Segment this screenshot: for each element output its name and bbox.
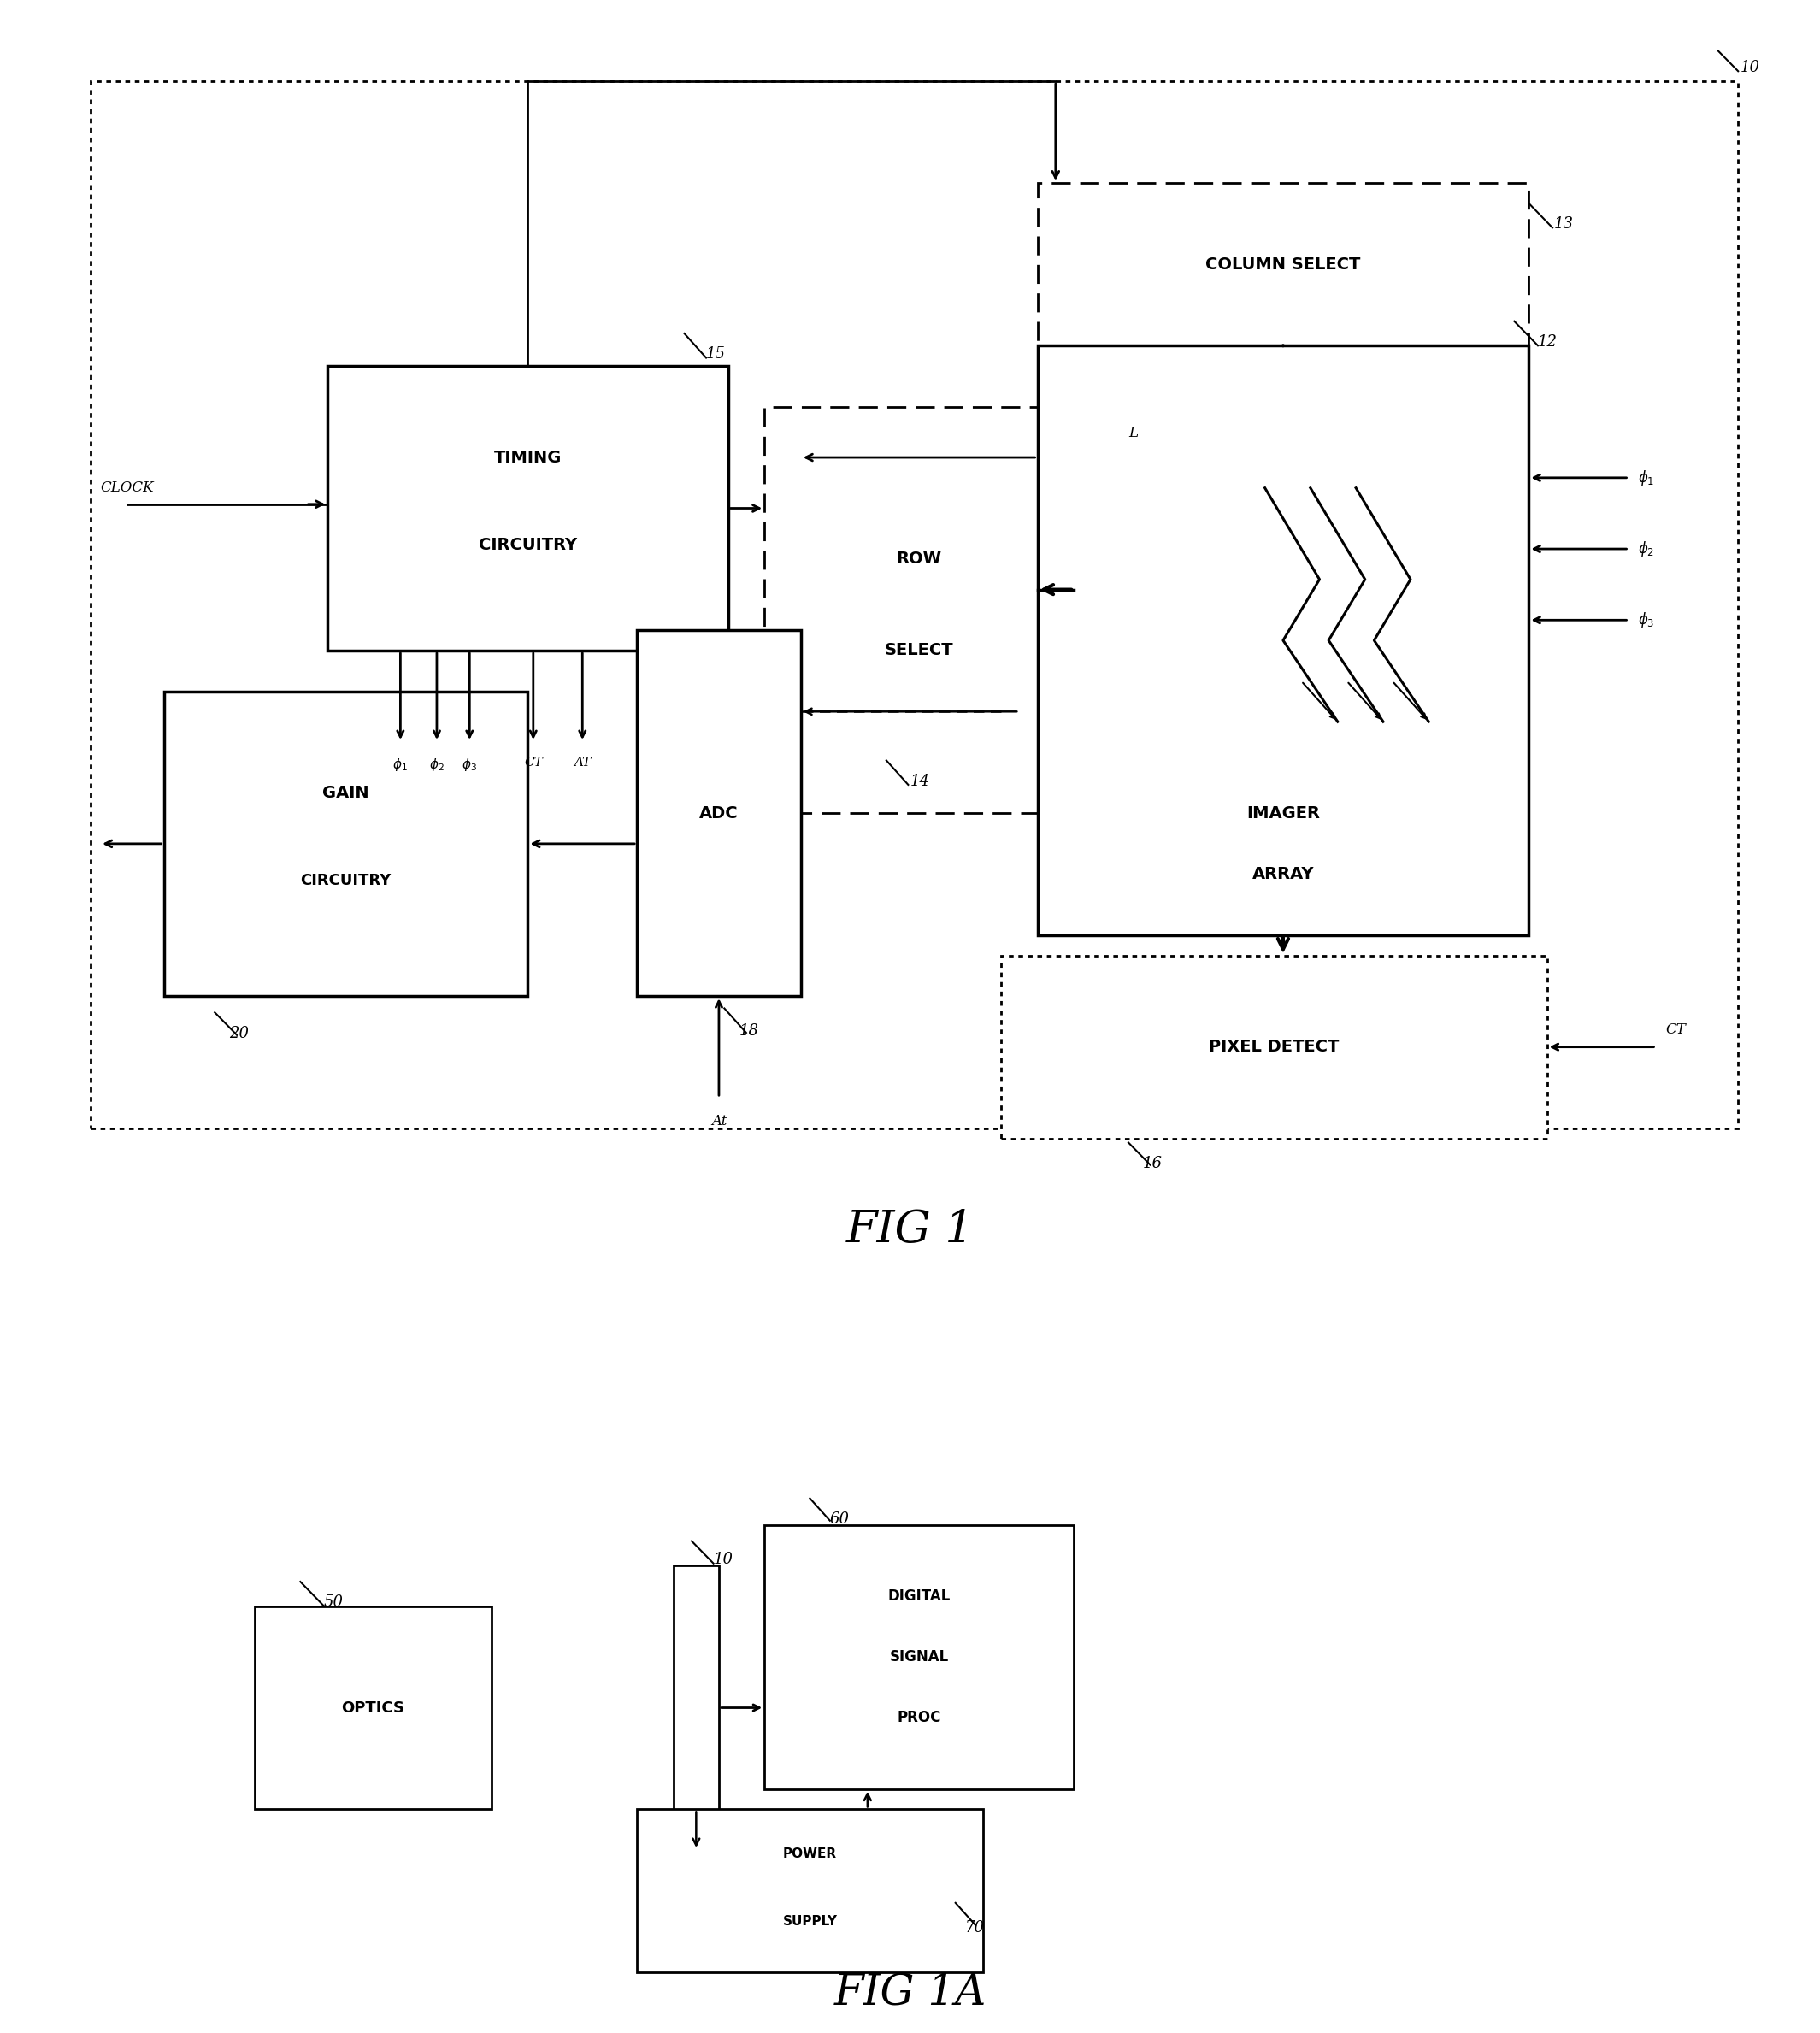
Bar <box>637 1809 983 1972</box>
Text: PIXEL DETECT: PIXEL DETECT <box>1208 1039 1340 1055</box>
Text: $\phi_2$: $\phi_2$ <box>430 756 444 773</box>
Text: At: At <box>712 1114 726 1128</box>
Text: CLOCK: CLOCK <box>100 480 153 496</box>
Text: CT: CT <box>1665 1023 1685 1037</box>
Bar <box>764 1525 1074 1789</box>
Text: ADC: ADC <box>699 805 739 821</box>
Text: 60: 60 <box>830 1511 850 1527</box>
Text: $\phi_3$: $\phi_3$ <box>462 756 477 773</box>
Text: CIRCUITRY: CIRCUITRY <box>300 872 391 888</box>
Text: COLUMN SELECT: COLUMN SELECT <box>1205 256 1361 272</box>
Text: 10: 10 <box>1740 59 1760 75</box>
Text: CT: CT <box>524 756 542 768</box>
Bar <box>255 1606 491 1809</box>
Text: SUPPLY: SUPPLY <box>783 1915 837 1927</box>
Text: $\phi_3$: $\phi_3$ <box>1638 610 1654 630</box>
Text: 16: 16 <box>1143 1155 1163 1171</box>
Text: ROW: ROW <box>897 551 941 567</box>
Text: 15: 15 <box>706 346 726 362</box>
Text: TIMING: TIMING <box>493 449 562 466</box>
Bar <box>328 366 728 651</box>
Text: $\phi_2$: $\phi_2$ <box>1638 539 1654 559</box>
Text: SIGNAL: SIGNAL <box>890 1649 948 1665</box>
Text: DIGITAL: DIGITAL <box>888 1588 950 1604</box>
Text: $\phi_1$: $\phi_1$ <box>393 756 408 773</box>
Text: 70: 70 <box>965 1919 985 1935</box>
Bar <box>1037 183 1529 346</box>
Bar <box>164 691 528 996</box>
Text: 10: 10 <box>713 1551 733 1567</box>
Bar <box>637 630 801 996</box>
Text: 20: 20 <box>229 1025 249 1041</box>
Bar <box>1001 956 1547 1138</box>
Text: POWER: POWER <box>783 1848 837 1860</box>
Text: 14: 14 <box>910 773 930 789</box>
Text: L: L <box>1128 427 1138 441</box>
Text: 18: 18 <box>739 1023 759 1039</box>
Text: IMAGER: IMAGER <box>1247 805 1320 821</box>
Text: CIRCUITRY: CIRCUITRY <box>479 537 577 553</box>
Text: 50: 50 <box>324 1594 344 1610</box>
Text: FIG 1: FIG 1 <box>846 1208 974 1252</box>
Text: OPTICS: OPTICS <box>342 1700 404 1716</box>
Text: 12: 12 <box>1538 333 1558 350</box>
Bar <box>1037 346 1529 935</box>
Text: AT: AT <box>573 756 592 768</box>
Bar <box>91 81 1738 1128</box>
Text: GAIN: GAIN <box>322 785 369 801</box>
Text: 13: 13 <box>1554 215 1574 232</box>
Text: PROC: PROC <box>897 1710 941 1726</box>
Text: ARRAY: ARRAY <box>1252 866 1314 882</box>
Bar <box>764 407 1074 813</box>
Bar <box>673 1565 719 1850</box>
Text: $\phi_1$: $\phi_1$ <box>1638 468 1654 488</box>
Text: FIG 1A: FIG 1A <box>834 1972 986 2013</box>
Text: SELECT: SELECT <box>885 642 954 659</box>
